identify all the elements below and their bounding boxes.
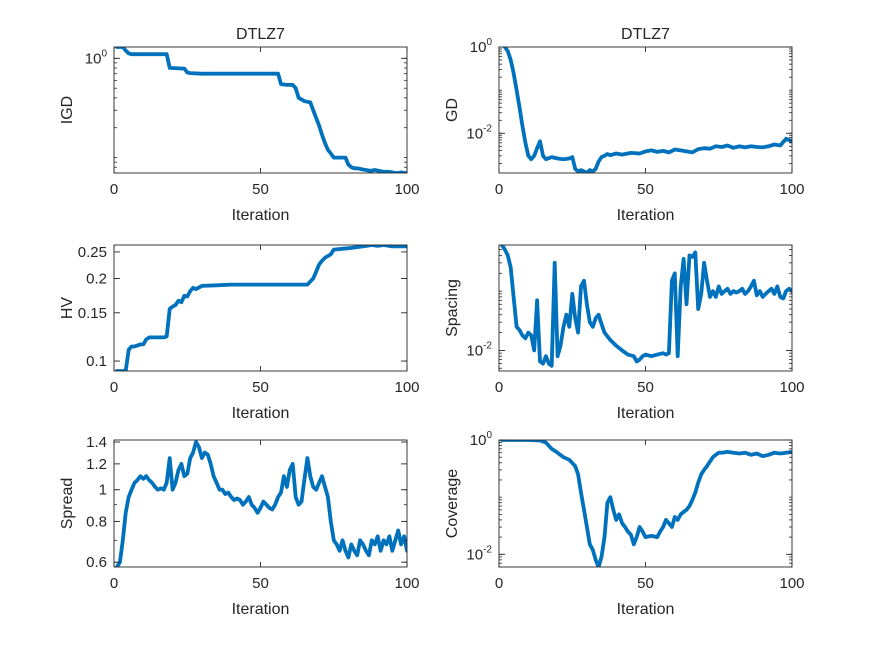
igd-y-axis-label: IGD [59,96,76,124]
gd-chart-title: DTLZ7 [621,26,670,43]
coverage-x-tick-label: 50 [637,575,654,592]
igd-x-tick-label: 100 [394,181,419,198]
coverage-panel: 0 50 100 100 10-2 Iteration Coverage [444,430,805,618]
coverage-y-tick-label: 10-2 [466,544,492,563]
spacing-axes-box [498,244,793,372]
spread-x-tick-label: 100 [394,575,419,592]
igd-chart-title: DTLZ7 [236,26,285,43]
spread-y-tick-label: 1.2 [86,456,107,473]
igd-axes-box [113,46,408,174]
spread-x-tick-label: 0 [110,575,118,592]
spacing-y-axis-label: Spacing [444,279,461,337]
spread-y-tick-label: 1 [99,482,107,499]
igd-panel: 0 50 100 100 Iteration IGD DTLZ7 [59,26,420,224]
spacing-x-tick-label: 100 [779,379,804,396]
hv-x-tick-label: 0 [110,379,118,396]
hv-x-axis-label: Iteration [232,405,290,422]
hv-y-axis-label: HV [59,297,76,320]
coverage-x-axis-label: Iteration [617,601,675,618]
gd-y-tick-label: 10-2 [466,123,492,142]
spacing-x-tick-label: 50 [637,379,654,396]
spacing-y-tick-label: 10-2 [466,340,492,359]
coverage-x-tick-label: 0 [495,575,503,592]
spacing-panel: 0 50 100 10-2 Iteration Spacing [444,244,805,422]
hv-series-line [115,245,407,371]
coverage-y-tick-label: 100 [470,430,493,449]
spread-y-axis-label: Spread [59,478,76,530]
gd-x-tick-label: 100 [779,181,804,198]
gd-x-axis-label: Iteration [617,207,675,224]
igd-y-tick-label: 100 [85,48,108,67]
spread-y-tick-label: 0.6 [86,554,107,571]
igd-x-axis-label: Iteration [232,207,290,224]
spacing-x-tick-label: 0 [495,379,503,396]
gd-x-tick-label: 50 [637,181,654,198]
spacing-series-line [499,245,792,368]
gd-series-line [502,47,792,173]
igd-x-tick-label: 50 [252,181,269,198]
coverage-axes-box [498,439,793,568]
spread-y-tick-label: 1.4 [86,434,107,451]
hv-x-tick-label: 50 [252,379,269,396]
coverage-x-tick-label: 100 [779,575,804,592]
gd-panel: 0 50 100 100 10-2 Iteration GD DTLZ7 [444,26,805,224]
gd-x-tick-label: 0 [495,181,503,198]
hv-y-tick-label: 0.25 [78,244,107,261]
spacing-x-axis-label: Iteration [617,405,675,422]
gd-y-tick-label: 100 [470,37,493,56]
hv-y-tick-label: 0.1 [86,353,107,370]
spread-x-axis-label: Iteration [232,601,290,618]
hv-y-tick-label: 0.15 [78,305,107,322]
igd-series-line [115,47,407,173]
coverage-y-axis-label: Coverage [444,469,461,538]
spread-panel: 0 50 100 0.6 0.8 1 1.2 1.4 Iteration Spread [59,434,420,618]
gd-y-axis-label: GD [444,98,461,122]
hv-panel: 0 50 100 0.1 0.15 0.2 0.25 Iteration HV [59,244,420,422]
hv-axes-box [113,244,408,372]
spread-x-tick-label: 50 [252,575,269,592]
spread-series-line [115,440,407,567]
hv-x-tick-label: 100 [394,379,419,396]
spread-y-tick-label: 0.8 [86,513,107,530]
coverage-series-line [499,440,792,567]
hv-y-tick-label: 0.2 [86,271,107,288]
igd-x-tick-label: 0 [110,181,118,198]
